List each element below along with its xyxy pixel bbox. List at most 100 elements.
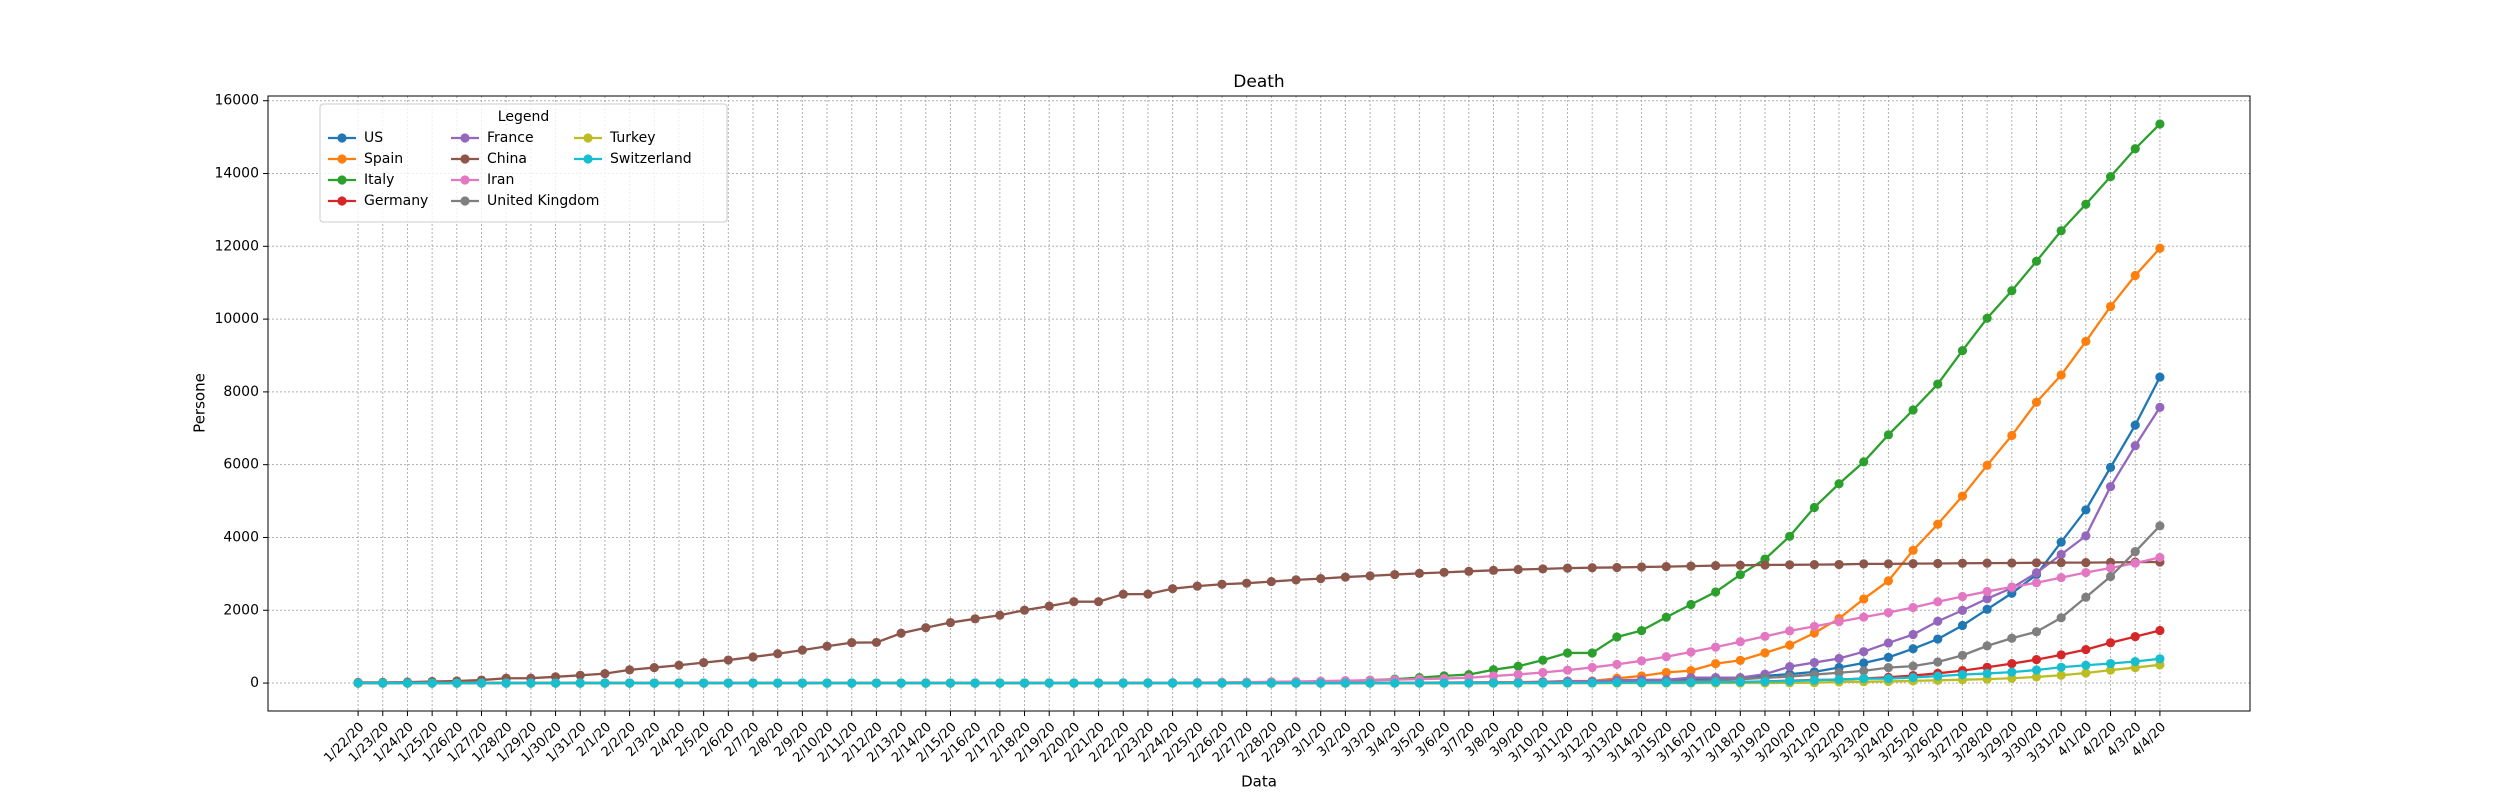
y-tick-label: 16000	[214, 93, 259, 109]
data-point	[2031, 578, 2042, 588]
data-point	[1464, 566, 1474, 576]
data-point	[2155, 402, 2165, 412]
data-point	[970, 614, 980, 624]
legend-marker	[460, 175, 470, 185]
data-point	[1019, 605, 1030, 615]
data-point	[1735, 637, 1745, 647]
data-point	[2007, 659, 2017, 669]
data-point	[2130, 441, 2140, 451]
data-point	[2155, 521, 2165, 531]
data-point	[2007, 667, 2017, 677]
data-point	[575, 670, 585, 680]
data-point	[1933, 519, 1943, 529]
data-point	[476, 678, 487, 688]
data-point	[2130, 420, 2140, 430]
data-point	[550, 678, 561, 688]
data-point	[1982, 586, 1992, 597]
data-point	[1809, 621, 1819, 632]
data-point	[1711, 561, 1721, 571]
plot-frame	[267, 95, 2251, 712]
data-point	[2056, 537, 2066, 547]
data-point	[1686, 677, 1696, 688]
data-point	[2105, 658, 2116, 669]
data-point	[1488, 671, 1499, 681]
data-point	[1069, 597, 1079, 607]
legend-label: Iran	[487, 172, 514, 188]
y-tick-label: 2000	[223, 602, 259, 618]
legend-marker	[460, 154, 470, 164]
data-point	[1933, 671, 1943, 681]
data-point	[1711, 659, 1721, 669]
data-point	[699, 657, 709, 668]
data-point	[1982, 604, 1992, 614]
data-point	[1883, 674, 1894, 684]
data-point	[1859, 647, 1869, 657]
data-point	[1513, 669, 1523, 680]
y-tick-label: 8000	[223, 384, 259, 400]
data-point	[1908, 661, 1918, 671]
data-point	[1316, 678, 1326, 688]
data-point	[1908, 405, 1918, 415]
data-point	[1316, 573, 1326, 584]
data-point	[1859, 559, 1869, 569]
data-point	[1883, 430, 1894, 440]
legend-label: Turkey	[609, 130, 656, 146]
data-point	[1587, 678, 1597, 688]
data-point	[1538, 667, 1548, 678]
data-point	[2155, 243, 2165, 253]
data-point	[1908, 602, 1918, 613]
y-tick-label: 0	[250, 675, 259, 691]
data-point	[1612, 632, 1622, 642]
data-point	[1291, 678, 1301, 688]
data-point	[1192, 581, 1202, 591]
data-point	[1636, 626, 1647, 636]
data-point	[1439, 567, 1449, 577]
legend-label: Spain	[364, 151, 403, 167]
data-point	[1957, 605, 1968, 615]
data-point	[1291, 575, 1301, 585]
data-point	[822, 678, 832, 688]
data-point	[2056, 370, 2066, 380]
data-point	[1217, 579, 1227, 589]
data-point	[1883, 608, 1894, 618]
data-point	[1859, 612, 1869, 622]
data-point	[1587, 563, 1597, 573]
data-point	[2056, 558, 2066, 568]
data-point	[921, 678, 931, 688]
data-point	[1242, 578, 1252, 588]
data-point	[1859, 674, 1869, 684]
data-point	[2007, 558, 2017, 568]
data-point	[1488, 678, 1499, 688]
data-point	[2081, 592, 2091, 602]
data-point	[2007, 633, 2017, 643]
data-point	[1118, 589, 1128, 599]
data-point	[2056, 549, 2066, 560]
data-point	[2155, 625, 2165, 636]
data-point	[1933, 558, 1943, 569]
data-point	[1093, 678, 1104, 688]
data-point	[1908, 545, 1918, 555]
data-point	[1834, 559, 1844, 570]
data-point	[1686, 666, 1696, 676]
data-point	[797, 645, 807, 655]
data-point	[1933, 597, 1943, 607]
chart-title: Death	[1233, 72, 1284, 92]
data-point	[1834, 479, 1844, 489]
data-point	[2007, 582, 2017, 592]
data-point	[1069, 678, 1079, 688]
data-point	[1735, 677, 1745, 687]
data-point	[2105, 481, 2116, 492]
data-point	[1686, 647, 1696, 657]
data-point	[2130, 632, 2140, 642]
legend-marker	[337, 133, 347, 143]
data-point	[649, 678, 659, 688]
data-point	[1365, 571, 1375, 581]
data-point	[1661, 667, 1671, 678]
data-point	[2155, 552, 2165, 563]
data-point	[1957, 650, 1968, 660]
data-point	[2007, 286, 2017, 296]
data-point	[1513, 678, 1523, 688]
data-point	[1562, 678, 1573, 688]
data-point	[1168, 584, 1178, 594]
data-point	[723, 678, 733, 688]
